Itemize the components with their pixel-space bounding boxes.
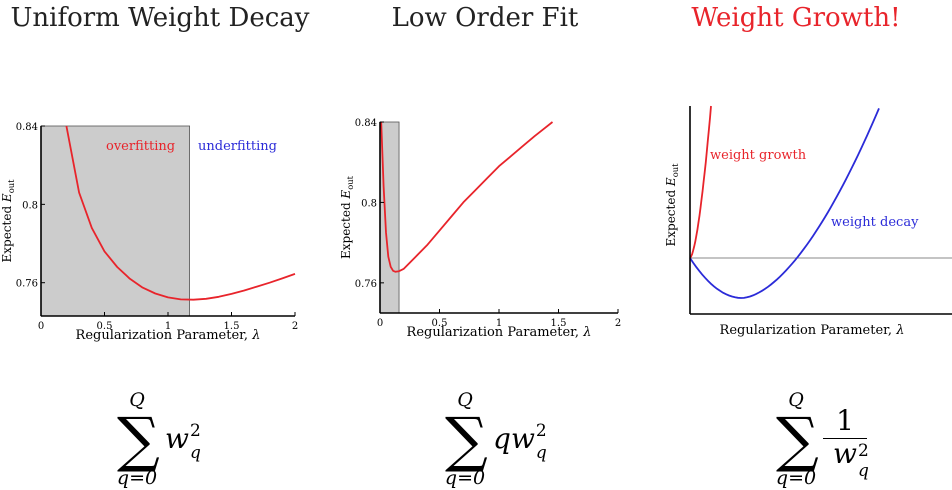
sum-lower-limit: q=0: [444, 467, 486, 489]
x-axis-label: Regularization Parameter, λ: [76, 328, 261, 343]
annotation-weight-growth: weight growth: [710, 148, 807, 163]
chart-low-order-fit: 0 0.5 1 1.5 2 0.76 0.8 0.84 Regularization Param…: [339, 118, 621, 340]
term-subscript: q: [535, 443, 547, 463]
formula-low-order: Q ∑ q=0 qw 2 q: [325, 389, 645, 490]
panel-uniform-weight-decay: Uniform Weight Decay 0 0.5 1 1.5 2 0.76 0.8 0.8…: [0, 0, 320, 490]
chart-weight-growth: weight growth weight decay Regularization …: [664, 105, 952, 338]
x-tick-label: 0: [38, 321, 44, 332]
term-subscript: q: [189, 443, 201, 463]
sum-upper-limit: Q: [457, 389, 473, 411]
y-tick-label: 0.84: [16, 122, 38, 133]
x-axis-label: Regularization Parameter, λ: [720, 323, 905, 338]
fraction-numerator: 1: [836, 404, 854, 437]
sum-upper-limit: Q: [129, 389, 145, 411]
panel-title: Uniform Weight Decay: [10, 3, 310, 33]
x-tick-label: 2: [615, 318, 621, 329]
y-tick-label: 0.8: [22, 200, 38, 211]
chart-uniform-weight-decay: 0 0.5 1 1.5 2 0.76 0.8 0.84 overfitting underfitt…: [0, 122, 298, 343]
series-line: [65, 125, 296, 301]
y-tick-label: 0.76: [16, 279, 38, 290]
y-tick-label: 0.76: [355, 279, 377, 290]
x-tick-label: 0.5: [97, 321, 113, 332]
shaded-region: [40, 125, 190, 317]
panel-low-order-fit: Low Order Fit 0 0.5 1 1.5 2 0.76 0.8 0.84 Regula…: [325, 0, 645, 490]
term-coefficient: q: [493, 422, 511, 455]
y-axis-label: Expected Eout: [664, 163, 680, 247]
summation-symbol: ∑: [776, 405, 819, 475]
sum-lower-limit: q=0: [116, 467, 158, 489]
summation-symbol: ∑: [445, 405, 488, 475]
fraction-bar: [823, 438, 867, 439]
x-tick-label: 1: [496, 318, 502, 329]
panel-title: Weight Growth!: [691, 3, 901, 33]
term-subscript: q: [857, 461, 869, 481]
annotation-overfitting: overfitting: [106, 139, 175, 154]
x-tick-label: 0.5: [432, 318, 448, 329]
y-tick-label: 0.8: [361, 198, 377, 209]
term-variable: w: [165, 422, 189, 455]
term-variable: w: [510, 422, 535, 455]
summation-symbol: ∑: [117, 405, 160, 475]
x-tick-label: 2: [292, 321, 298, 332]
annotation-weight-decay: weight decay: [831, 215, 919, 230]
y-axis-label: Expected Eout: [0, 179, 16, 263]
annotation-underfitting: underfitting: [198, 139, 277, 154]
term-variable: w: [833, 437, 857, 470]
x-tick-label: 1: [165, 321, 171, 332]
sum-lower-limit: q=0: [775, 467, 817, 489]
x-axis-label: Regularization Parameter, λ: [407, 325, 592, 340]
panel-title: Low Order Fit: [391, 3, 579, 33]
series-line-weight-decay: [689, 108, 880, 299]
x-tick-label: 1.5: [551, 318, 567, 329]
term-exponent: 2: [535, 421, 547, 441]
x-tick-label: 1.5: [224, 321, 240, 332]
x-tick-label: 0: [377, 318, 383, 329]
panel-weight-growth: Weight Growth! weight growth weight decay…: [640, 0, 952, 490]
y-axis-label: Expected Eout: [339, 175, 355, 259]
y-tick-label: 0.84: [355, 118, 377, 129]
term-exponent: 2: [857, 441, 869, 461]
series-line: [380, 121, 554, 273]
sum-upper-limit: Q: [788, 389, 804, 411]
series-line-weight-growth: [689, 105, 712, 259]
term-exponent: 2: [189, 421, 201, 441]
